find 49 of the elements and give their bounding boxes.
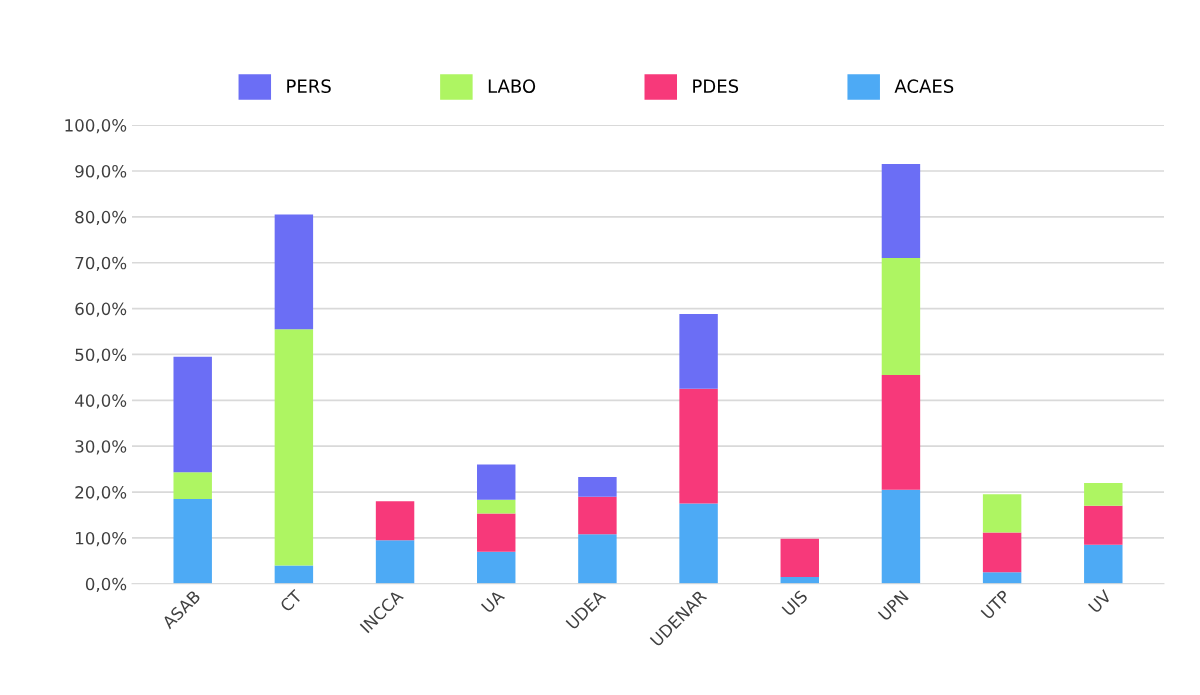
y-tick-label: 10,0% bbox=[76, 531, 127, 547]
y-tick-label: 90,0% bbox=[75, 164, 127, 180]
legend-label: ACAES bbox=[894, 79, 954, 93]
bar bbox=[578, 534, 617, 584]
bar bbox=[982, 532, 1022, 573]
bar bbox=[1084, 544, 1123, 584]
y-tick-label: 60,0% bbox=[75, 302, 127, 317]
x-tick-label: UTP bbox=[980, 589, 1011, 620]
bar bbox=[679, 503, 718, 584]
bar bbox=[679, 388, 718, 504]
legend-label: PERS bbox=[287, 79, 331, 93]
bar bbox=[274, 329, 314, 566]
y-tick-label: 50,0% bbox=[75, 348, 127, 363]
y-tick-label: 70,0% bbox=[75, 256, 127, 271]
bar bbox=[477, 513, 516, 552]
bar bbox=[881, 375, 921, 490]
x-tick-label: UA bbox=[480, 589, 506, 614]
bar bbox=[578, 476, 617, 497]
bar bbox=[477, 499, 516, 514]
bar bbox=[274, 214, 314, 330]
bar bbox=[274, 565, 314, 584]
bar bbox=[173, 498, 212, 584]
x-tick-label: UIS bbox=[781, 589, 809, 617]
bar bbox=[1084, 505, 1123, 545]
y-tick-label: 100,0% bbox=[65, 119, 127, 134]
bar bbox=[578, 496, 617, 535]
bar bbox=[173, 356, 212, 473]
bar bbox=[477, 464, 516, 500]
x-tick-label: CT bbox=[279, 588, 304, 613]
bar bbox=[982, 494, 1022, 533]
y-tick-label: 40,0% bbox=[75, 394, 127, 409]
legend-label: PDES bbox=[693, 79, 739, 93]
bar bbox=[881, 489, 921, 584]
y-tick-label: 30,0% bbox=[75, 440, 127, 455]
bar bbox=[881, 258, 921, 376]
y-tick-label: 0,0% bbox=[85, 577, 127, 593]
bar bbox=[881, 164, 921, 259]
y-tick-label: 20,0% bbox=[75, 486, 127, 501]
bar bbox=[982, 572, 1022, 584]
bar bbox=[173, 472, 212, 499]
x-tick-label: UV bbox=[1087, 589, 1113, 614]
bar bbox=[375, 540, 415, 584]
bar bbox=[1084, 482, 1123, 506]
bar bbox=[477, 551, 516, 584]
bar bbox=[780, 538, 819, 577]
bar bbox=[679, 314, 718, 389]
y-tick-label: 80,0% bbox=[75, 210, 127, 226]
legend-label: LABO bbox=[488, 79, 536, 93]
bar bbox=[375, 501, 415, 541]
